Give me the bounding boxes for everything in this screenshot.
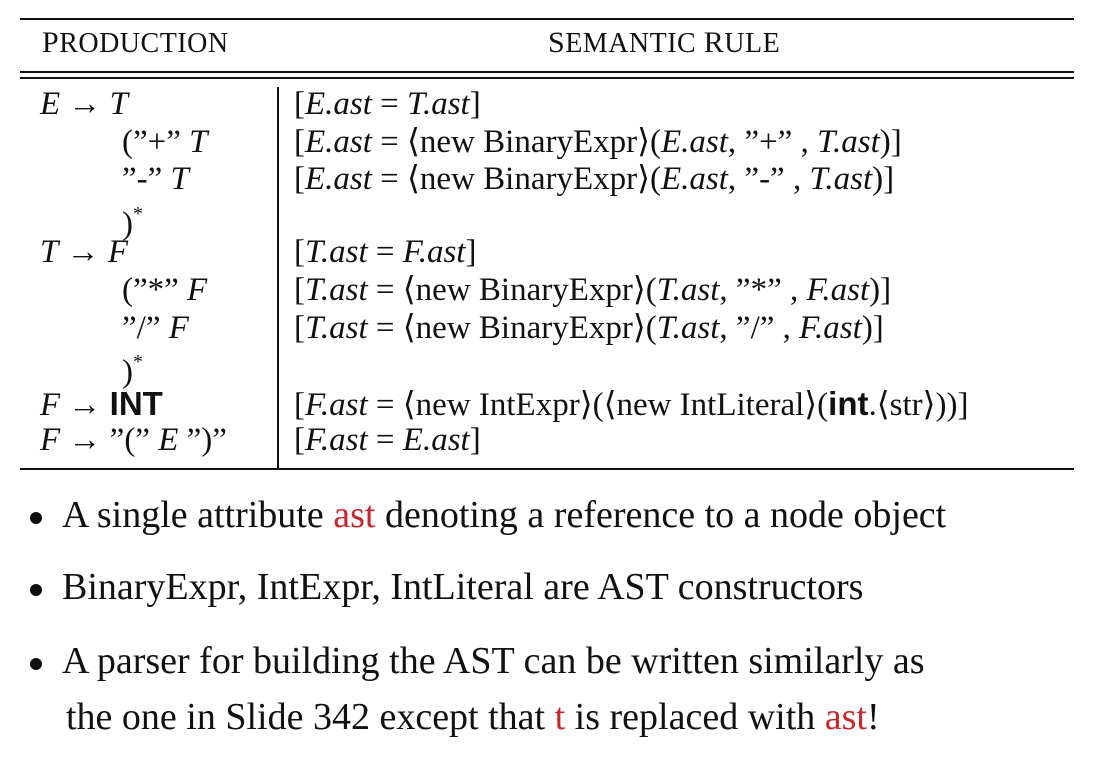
- production-header: PRODUCTION: [42, 26, 229, 59]
- table-bottom-rule: [20, 468, 1074, 470]
- bullet-item-2: BinaryExpr, IntExpr, IntLiteral are AST …: [30, 560, 863, 614]
- semantic-rule-header: SEMANTIC RULE: [548, 26, 781, 59]
- header-rule-1: [20, 71, 1074, 73]
- semantic-rule-row-1: [E.ast = T.ast]: [294, 86, 481, 122]
- semantic-rule-row-3: [E.ast = ⟨new BinaryExpr⟩(E.ast, ”-” , T…: [294, 161, 895, 197]
- production-row-10: F → ”(” E ”)”: [40, 422, 227, 458]
- bullet-item-3-continuation: the one in Slide 342 except that t is re…: [66, 696, 880, 738]
- production-row-4: )*: [122, 203, 143, 242]
- bullet-dot-icon: [30, 512, 42, 525]
- semantic-rule-row-9: [F.ast = ⟨new IntExpr⟩(⟨new IntLiteral⟩(…: [294, 385, 969, 423]
- table-top-rule: [20, 18, 1074, 20]
- production-row-2: (”+” T: [122, 124, 208, 160]
- semantic-rule-row-2: [E.ast = ⟨new BinaryExpr⟩(E.ast, ”+” , T…: [294, 124, 902, 160]
- production-row-6: (”*” F: [122, 272, 208, 308]
- semantic-rule-row-5: [T.ast = F.ast]: [294, 234, 477, 270]
- bullet-item-1: A single attribute ast denoting a refere…: [30, 488, 946, 542]
- production-row-3: ”-” T: [122, 161, 189, 197]
- production-row-5: T → F: [40, 234, 129, 270]
- production-row-9: F → INT: [40, 385, 163, 423]
- production-row-1: E → T: [40, 86, 129, 122]
- semantic-rule-row-6: [T.ast = ⟨new BinaryExpr⟩(T.ast, ”*” , F…: [294, 272, 892, 308]
- header-rule-2: [20, 77, 1074, 79]
- semantic-rule-row-7: [T.ast = ⟨new BinaryExpr⟩(T.ast, ”/” , F…: [294, 310, 884, 346]
- bullet-dot-icon: [30, 584, 42, 597]
- semantic-rule-row-10: [F.ast = E.ast]: [294, 422, 481, 458]
- production-row-8: )*: [122, 351, 143, 390]
- production-row-7: ”/” F: [122, 310, 189, 346]
- column-divider: [277, 87, 279, 468]
- bullet-dot-icon: [30, 658, 42, 671]
- bullet-item-3: A parser for building the AST can be wri…: [30, 634, 925, 688]
